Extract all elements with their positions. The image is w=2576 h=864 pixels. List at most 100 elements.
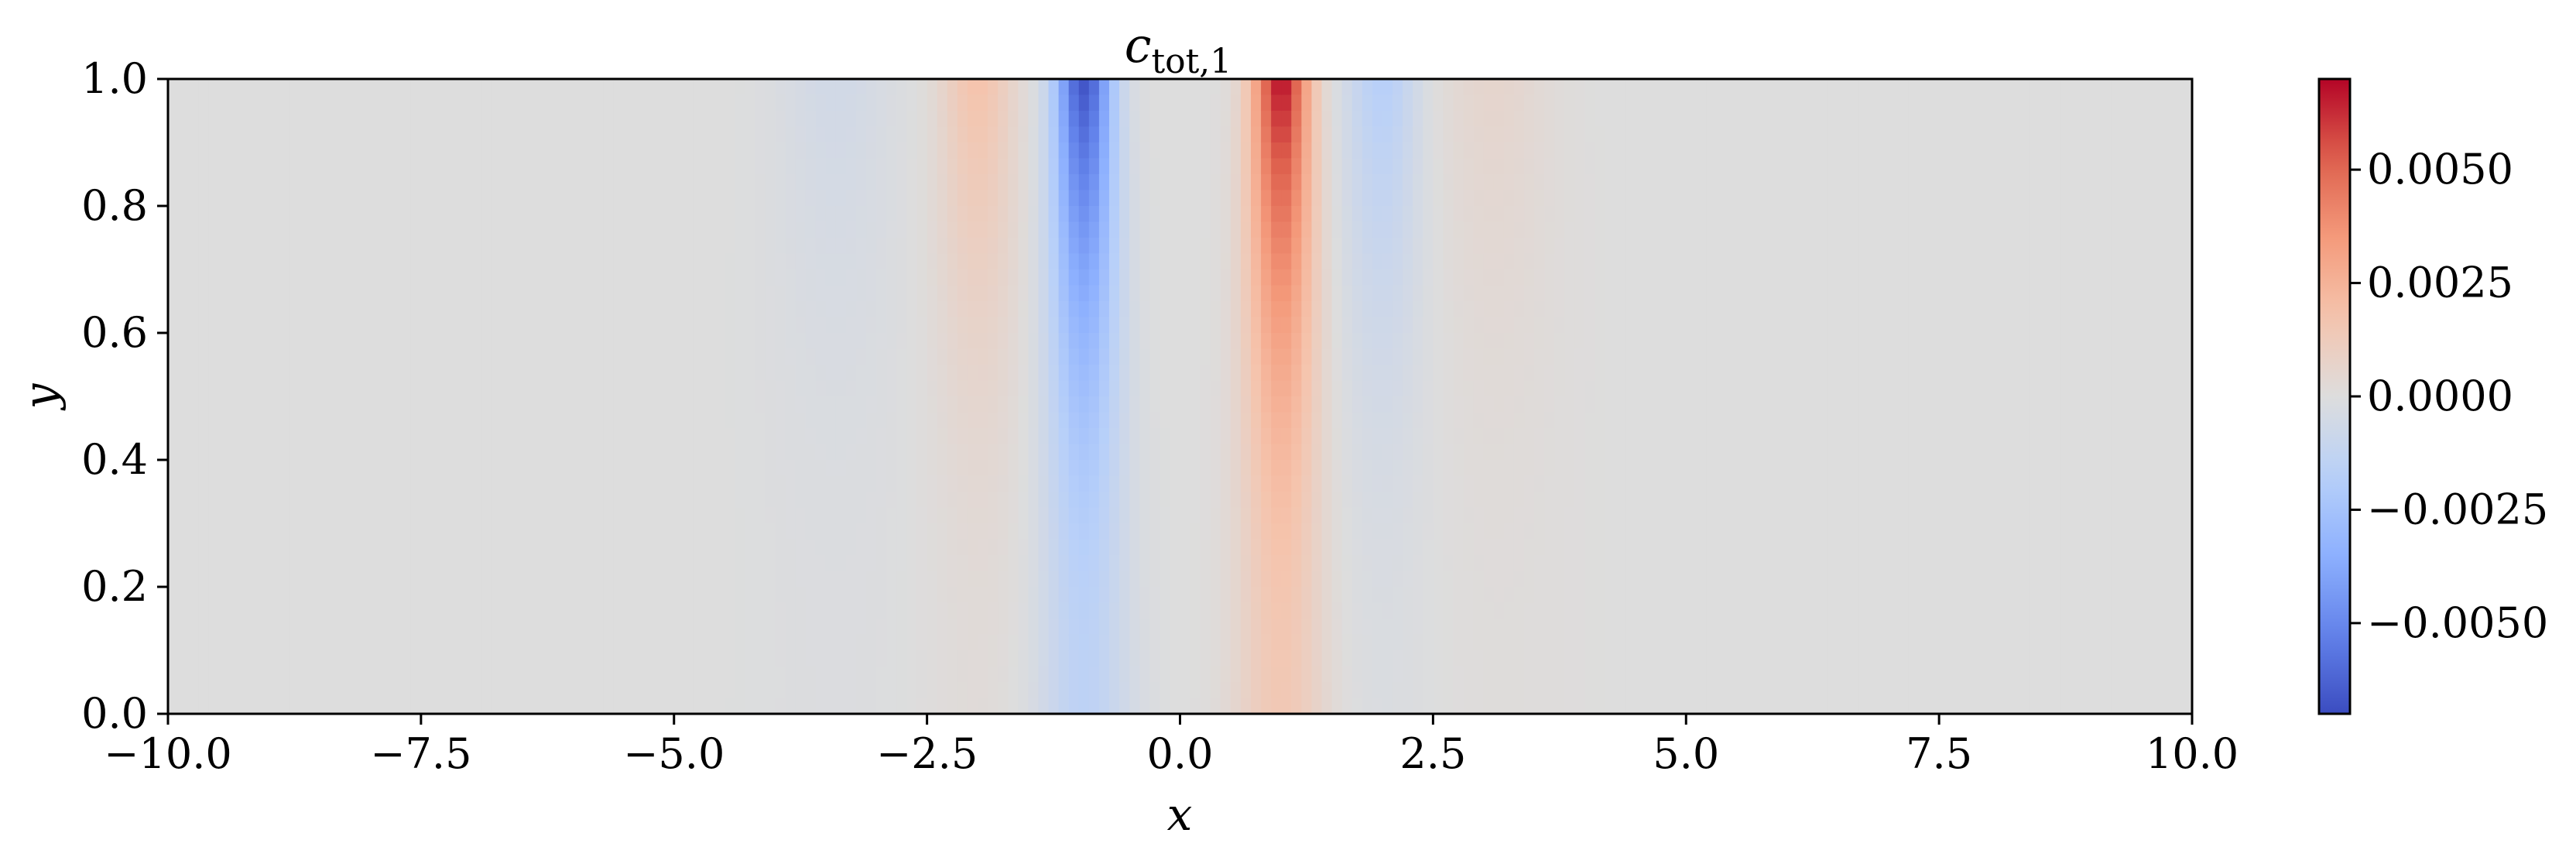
heatmap-cell	[441, 94, 452, 111]
heatmap-cell	[724, 666, 735, 683]
heatmap-cell	[1018, 158, 1029, 175]
heatmap-cell	[1058, 380, 1070, 397]
heatmap-cell	[380, 301, 392, 318]
heatmap-cell	[593, 396, 604, 413]
heatmap-cell	[663, 111, 675, 128]
heatmap-cell	[846, 206, 857, 223]
heatmap-cell	[390, 571, 402, 588]
heatmap-cell	[603, 79, 614, 96]
heatmap-cell	[1301, 190, 1313, 207]
heatmap-cell	[785, 396, 796, 413]
heatmap-cell	[461, 94, 472, 111]
heatmap-cell	[603, 253, 614, 270]
heatmap-cell	[1058, 650, 1070, 667]
heatmap-cell	[248, 444, 260, 461]
heatmap-cell	[603, 269, 614, 286]
heatmap-cell	[1048, 650, 1060, 667]
heatmap-cell	[330, 317, 341, 334]
heatmap-cell	[461, 348, 472, 365]
heatmap-cell	[1119, 158, 1130, 175]
heatmap-cell	[663, 158, 675, 175]
heatmap-cell	[1038, 365, 1050, 382]
heatmap-cell	[299, 190, 310, 207]
heatmap-cell	[522, 94, 533, 111]
heatmap-cell	[795, 539, 807, 556]
heatmap-cell	[957, 365, 968, 382]
heatmap-cell	[1119, 507, 1130, 524]
heatmap-cell	[856, 333, 867, 350]
heatmap-cell	[1139, 428, 1150, 445]
heatmap-cell	[522, 206, 533, 223]
heatmap-cell	[360, 238, 372, 255]
heatmap-cell	[643, 634, 655, 651]
heatmap-cell	[1311, 317, 1323, 334]
heatmap-cell	[552, 650, 564, 667]
heatmap-cell	[957, 142, 968, 159]
heatmap-cell	[461, 602, 472, 619]
heatmap-cell	[916, 492, 928, 509]
heatmap-cell	[947, 348, 958, 365]
heatmap-cell	[350, 634, 361, 651]
heatmap-cell	[188, 571, 199, 588]
heatmap-cell	[866, 174, 877, 191]
heatmap-cell	[269, 126, 280, 143]
heatmap-cell	[745, 142, 755, 159]
heatmap-cell	[238, 602, 250, 619]
heatmap-cell	[299, 174, 310, 191]
heatmap-cell	[1362, 539, 1373, 556]
heatmap-cell	[593, 221, 604, 238]
heatmap-cell	[1392, 301, 1403, 318]
heatmap-cell	[340, 428, 351, 445]
heatmap-cell	[198, 269, 209, 286]
heatmap-cell	[420, 253, 432, 270]
heatmap-cell	[1281, 142, 1292, 159]
heatmap-cell	[683, 650, 695, 667]
heatmap-cell	[1200, 238, 1211, 255]
heatmap-cell	[481, 460, 492, 477]
heatmap-cell	[350, 666, 361, 683]
heatmap-cell	[1341, 285, 1353, 302]
heatmap-cell	[340, 650, 351, 667]
heatmap-cell	[330, 539, 341, 556]
heatmap-cell	[927, 94, 938, 111]
heatmap-cell	[279, 396, 290, 413]
heatmap-cell	[927, 206, 938, 223]
heatmap-cell	[188, 619, 199, 636]
heatmap-cell	[178, 221, 189, 238]
heatmap-cell	[441, 460, 452, 477]
heatmap-cell	[1048, 206, 1060, 223]
heatmap-cell	[512, 555, 523, 572]
heatmap-cell	[1291, 587, 1302, 604]
heatmap-cell	[1160, 142, 1171, 159]
heatmap-cell	[866, 317, 877, 334]
heatmap-cell	[1119, 94, 1130, 111]
heatmap-cell	[1351, 555, 1363, 572]
heatmap-cell	[927, 475, 938, 492]
heatmap-cell	[512, 460, 523, 477]
heatmap-cell	[947, 634, 958, 651]
heatmap-cell	[704, 79, 715, 96]
heatmap-cell	[967, 365, 978, 382]
heatmap-cell	[471, 634, 482, 651]
heatmap-cell	[886, 142, 897, 159]
heatmap-cell	[461, 285, 472, 302]
heatmap-cell	[1008, 444, 1019, 461]
heatmap-cell	[1311, 650, 1323, 667]
heatmap-cell	[1170, 682, 1181, 699]
heatmap-cell	[400, 428, 412, 445]
heatmap-cell	[1403, 221, 1413, 238]
heatmap-cell	[1423, 602, 1434, 619]
heatmap-cell	[1362, 142, 1373, 159]
heatmap-cell	[1372, 269, 1383, 286]
heatmap-cell	[755, 380, 766, 397]
heatmap-cell	[481, 698, 492, 715]
heatmap-cell	[461, 158, 472, 175]
heatmap-cell	[168, 602, 179, 619]
heatmap-cell	[340, 507, 351, 524]
heatmap-cell	[745, 94, 755, 111]
heatmap-cell	[481, 619, 492, 636]
heatmap-cell	[208, 571, 219, 588]
heatmap-cell	[218, 396, 230, 413]
heatmap-cell	[765, 174, 776, 191]
heatmap-cell	[1008, 126, 1019, 143]
